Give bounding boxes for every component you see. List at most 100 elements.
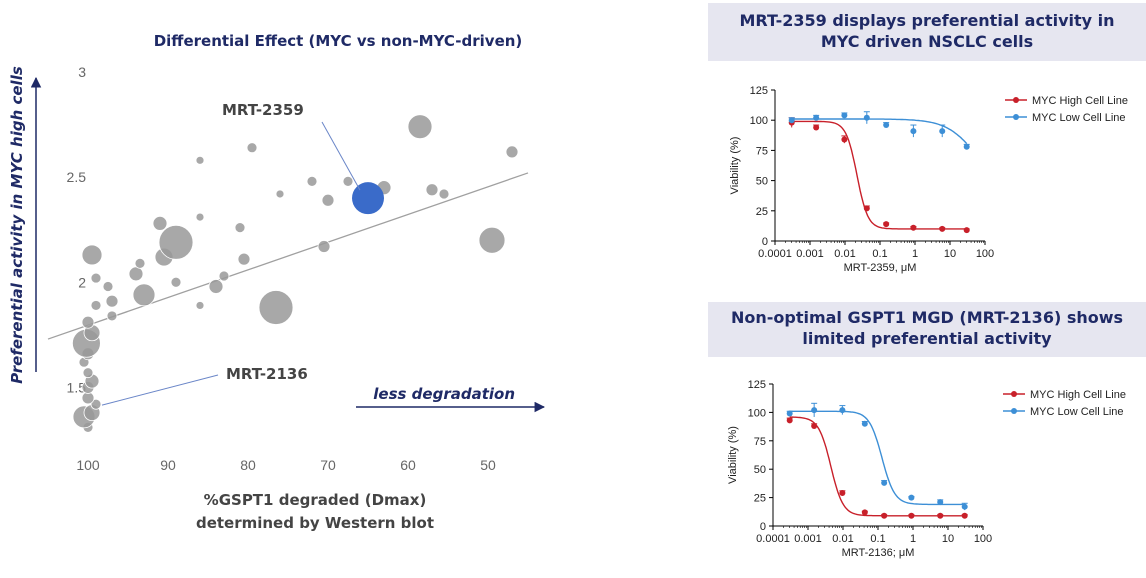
bottom-chart-y-tick-label: 50	[754, 464, 766, 476]
scatter-point	[82, 245, 102, 265]
top-chart-y-tick-label: 75	[756, 145, 768, 157]
annotation-mrt-2359: MRT-2359	[222, 101, 304, 119]
annotation-mrt-2136: MRT-2136	[226, 365, 308, 383]
top-chart-data-point	[964, 227, 970, 233]
bottom-chart-data-point	[787, 417, 793, 423]
top-chart-data-point	[883, 122, 889, 128]
top-chart-legend-label: MYC Low Cell Line	[1032, 112, 1126, 124]
less-degradation-label: less degradation	[373, 385, 515, 403]
scatter-point	[82, 316, 94, 328]
top-chart-x-tick-label: 0.001	[796, 248, 824, 260]
bottom-chart-x-tick-label: 0.001	[794, 533, 822, 545]
scatter-x-tick-label: 90	[160, 457, 176, 473]
bottom-chart-x-tick-label: 0.01	[832, 533, 853, 545]
top-chart-y-tick-label: 0	[762, 236, 768, 248]
bottom-chart-y-tick-label: 75	[754, 436, 766, 448]
top-chart-legend-marker	[1013, 114, 1019, 120]
bottom-chart-data-point	[937, 513, 943, 519]
scatter-point	[307, 176, 317, 186]
bottom-chart-x-tick-label: 0.1	[870, 533, 885, 545]
scatter-point	[235, 223, 245, 233]
scatter-point	[439, 189, 449, 199]
scatter-x-tick-label: 100	[76, 457, 100, 473]
top-chart-x-tick-label: 100	[976, 248, 994, 260]
bottom-chart-data-point	[908, 495, 914, 501]
scatter-x-tick-label: 70	[320, 457, 336, 473]
bottom-chart-y-tick-label: 0	[760, 521, 766, 533]
bottom-chart-y-tick-label: 100	[748, 407, 766, 419]
top-chart-data-point	[841, 112, 847, 118]
scatter-y-tick-label: 2.5	[67, 169, 87, 185]
bottom-chart-data-point	[839, 490, 845, 496]
bottom-chart-data-point	[811, 407, 817, 413]
bottom-chart-y-tick-label: 125	[748, 379, 766, 391]
scatter-y-tick-label: 3	[78, 64, 86, 80]
scatter-point	[129, 267, 143, 281]
scatter-point	[322, 194, 334, 206]
scatter-point	[318, 241, 330, 253]
scatter-y-tick-label: 2	[78, 274, 86, 290]
top-chart-y-tick-label: 50	[756, 176, 768, 188]
top-chart-y-tick-label: 100	[750, 115, 768, 127]
top-chart-fit-curve-myc-high	[792, 121, 967, 228]
bottom-chart-x-tick-label: 10	[942, 533, 954, 545]
scatter-point	[238, 253, 250, 265]
bottom-chart-data-point	[811, 423, 817, 429]
scatter-x-axis-label-line1: %GSPT1 degraded (Dmax)	[204, 491, 427, 509]
scatter-point	[83, 368, 93, 378]
scatter-point	[107, 311, 117, 321]
scatter-point	[133, 284, 155, 306]
annotation-leader-line	[322, 122, 360, 190]
scatter-point	[196, 301, 204, 309]
bottom-chart-legend-label: MYC Low Cell Line	[1030, 406, 1124, 418]
bottom-chart-y-axis-label: Viability (%)	[727, 426, 739, 484]
top-chart-data-point	[939, 226, 945, 232]
bottom-chart-x-tick-label: 100	[974, 533, 992, 545]
scatter-point	[91, 300, 101, 310]
scatter-point	[153, 216, 167, 230]
top-chart-legend-label: MYC High Cell Line	[1032, 95, 1128, 107]
scatter-point	[135, 258, 145, 268]
scatter-x-tick-label: 50	[480, 457, 496, 473]
scatter-title: Differential Effect (MYC vs non-MYC-driv…	[154, 32, 523, 50]
top-chart-data-point	[883, 221, 889, 227]
scatter-point	[276, 190, 284, 198]
top-chart-data-point	[841, 137, 847, 143]
scatter-point	[196, 156, 204, 164]
top-chart-x-tick-label: 0.0001	[758, 248, 792, 260]
scatter-point	[343, 176, 353, 186]
scatter-point	[219, 271, 229, 281]
top-chart-data-point	[910, 225, 916, 231]
scatter-point	[479, 227, 505, 253]
bottom-chart-legend-label: MYC High Cell Line	[1030, 389, 1126, 401]
bottom-chart-data-point	[787, 411, 793, 417]
top-chart-data-point	[813, 115, 819, 121]
top-chart-data-point	[910, 128, 916, 134]
top-chart-data-point	[813, 124, 819, 130]
scatter-point	[196, 213, 204, 221]
top-chart-data-point	[789, 117, 795, 123]
bottom-chart-x-tick-label: 0.0001	[756, 533, 790, 545]
top-chart-x-tick-label: 0.01	[834, 248, 855, 260]
bottom-chart-y-tick-label: 25	[754, 493, 766, 505]
scatter-point	[103, 281, 113, 291]
scatter-y-axis-label: Preferential activity in MYC high cells	[8, 66, 26, 384]
bottom-chart-data-point	[862, 509, 868, 515]
top-chart-data-point	[939, 128, 945, 134]
top-chart-legend-marker	[1013, 97, 1019, 103]
annotation-leader-line	[102, 375, 218, 405]
scatter-x-tick-label: 80	[240, 457, 256, 473]
scatter-point	[171, 277, 181, 287]
top-chart-x-tick-label: 0.1	[872, 248, 887, 260]
bottom-chart-legend-marker	[1011, 408, 1017, 414]
bottom-chart-data-point	[839, 407, 845, 413]
scatter-point	[408, 115, 432, 139]
scatter-point	[247, 143, 257, 153]
bottom-chart-data-point	[962, 513, 968, 519]
bottom-chart-data-point	[962, 504, 968, 510]
top-chart-y-tick-label: 125	[750, 85, 768, 97]
bottom-chart-data-point	[937, 499, 943, 505]
scatter-x-tick-label: 60	[400, 457, 416, 473]
scatter-point	[209, 279, 223, 293]
